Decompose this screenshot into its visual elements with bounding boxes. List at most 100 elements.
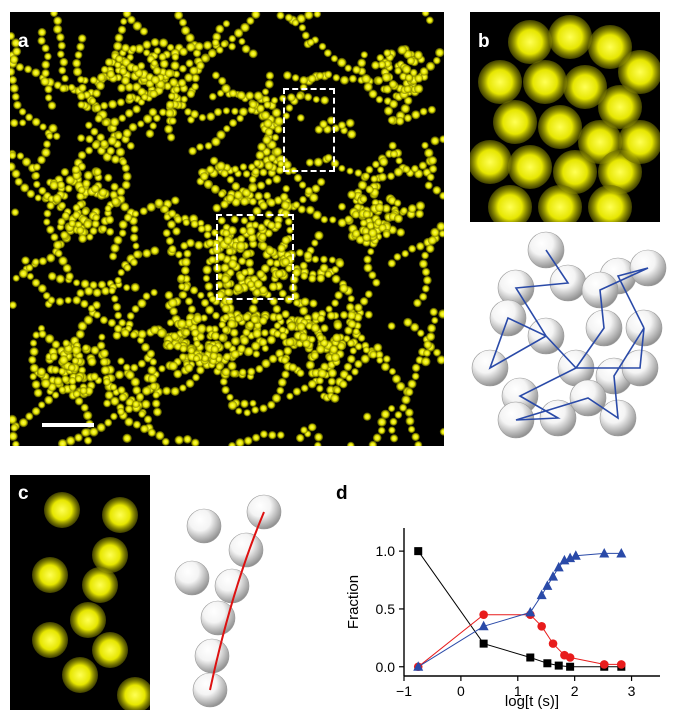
panel-c-zoom [10, 475, 150, 710]
particle [129, 44, 138, 53]
particle [377, 166, 385, 174]
particle [155, 431, 165, 441]
particle [303, 251, 313, 260]
particle [351, 368, 359, 376]
particle [252, 350, 261, 358]
particle [80, 279, 90, 289]
particle [24, 65, 33, 74]
particle [421, 267, 431, 277]
particle [54, 249, 63, 258]
particle [320, 95, 330, 105]
x-axis-label: log[t (s)] [505, 693, 559, 710]
particle [203, 231, 212, 239]
particle [299, 261, 308, 270]
particle [170, 386, 180, 396]
particle [251, 341, 261, 351]
particle [288, 363, 298, 372]
particle [430, 136, 440, 146]
particle [298, 24, 307, 32]
particle [228, 42, 237, 51]
sphere [194, 638, 230, 674]
particle [104, 418, 113, 427]
particle [239, 368, 247, 377]
particle [90, 127, 99, 136]
particle [387, 172, 395, 181]
particle [221, 275, 230, 284]
particle [37, 284, 47, 293]
particle [281, 356, 289, 365]
particle [29, 347, 39, 357]
particle [284, 13, 293, 22]
particle [114, 276, 122, 285]
particle [116, 187, 126, 197]
particle-blob [62, 657, 98, 693]
particle [50, 233, 59, 242]
particle [21, 256, 30, 265]
particle [124, 108, 134, 118]
particle [319, 119, 328, 129]
particle [89, 281, 98, 290]
particle-blob [618, 120, 660, 164]
particle [287, 93, 296, 102]
particle [230, 215, 239, 224]
particle [39, 123, 47, 131]
particle [364, 290, 373, 299]
particle [15, 63, 25, 72]
particle [102, 378, 111, 386]
particle [346, 167, 354, 175]
panel-b-label: b [478, 31, 490, 52]
particle [362, 210, 371, 219]
particle [52, 193, 62, 204]
particle [354, 359, 363, 369]
particle [279, 332, 288, 341]
particle [310, 323, 320, 333]
particle [227, 361, 237, 371]
particle [387, 322, 396, 331]
particle [403, 317, 413, 327]
particle [185, 59, 194, 68]
particle [361, 74, 371, 84]
particle [117, 407, 125, 416]
particle [74, 375, 83, 383]
particle [64, 296, 72, 304]
particle [377, 60, 387, 69]
particle [167, 220, 176, 229]
particle [378, 172, 387, 182]
particle [331, 299, 339, 307]
particle [76, 42, 85, 52]
particle [215, 24, 225, 34]
particle [173, 369, 183, 379]
particle [11, 38, 21, 48]
particle [338, 202, 346, 211]
particle [300, 272, 309, 281]
particle [261, 358, 271, 369]
particle [184, 73, 194, 83]
particle [104, 173, 113, 182]
particle [141, 342, 150, 352]
particle [352, 229, 361, 238]
particle [150, 288, 158, 297]
particle [283, 346, 293, 356]
particle [129, 331, 138, 339]
particle [238, 257, 247, 266]
particle [72, 390, 81, 398]
particle [411, 432, 420, 442]
particle [298, 181, 307, 189]
particle [347, 354, 356, 364]
particle [115, 131, 123, 140]
particle [421, 284, 430, 293]
particle [100, 365, 111, 375]
cluster-sphere-model [471, 231, 667, 439]
particle [52, 132, 61, 141]
particle [411, 372, 420, 381]
particle [159, 59, 169, 69]
particle [280, 200, 290, 210]
particle [100, 65, 109, 74]
particle [273, 147, 283, 157]
particle [178, 282, 186, 291]
particle [229, 89, 238, 98]
particle [351, 210, 361, 219]
particle [425, 244, 435, 254]
particle [191, 82, 200, 91]
particle [43, 218, 51, 226]
